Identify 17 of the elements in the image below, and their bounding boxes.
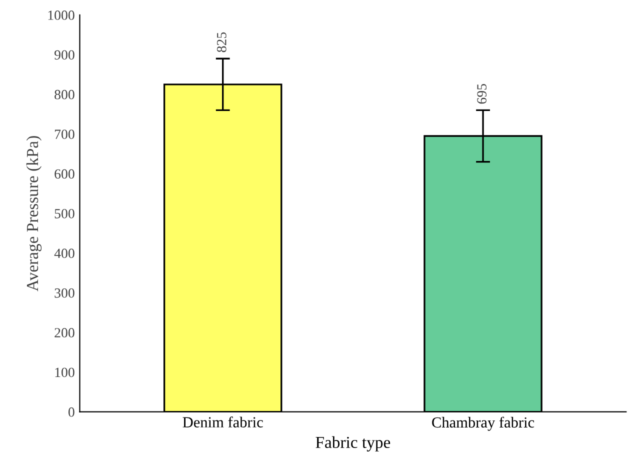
y-tick-label: 400 [54, 248, 74, 258]
y-tick-label: 1000 [48, 10, 74, 20]
y-tick-label: 100 [55, 368, 74, 378]
y-axis-title: Average Pressure (kPa) [26, 136, 42, 292]
y-tick-label: 700 [54, 130, 74, 139]
x-axis-title: Fabric type [316, 436, 390, 452]
y-tick-label: 500 [54, 208, 74, 218]
x-tick-label: Denim fabric [182, 416, 263, 428]
y-tick-label: 200 [54, 328, 74, 338]
y-tick-label: 900 [54, 50, 74, 60]
y-tick-label: 800 [54, 90, 74, 100]
x-tick-label: Chambray fabric [432, 416, 534, 431]
y-tick-label: 300 [54, 288, 74, 298]
data-label: 695 [477, 84, 486, 104]
data-label: 825 [216, 32, 226, 52]
y-tick-label: 0 [68, 407, 74, 417]
y-tick-label: 600 [54, 169, 74, 179]
